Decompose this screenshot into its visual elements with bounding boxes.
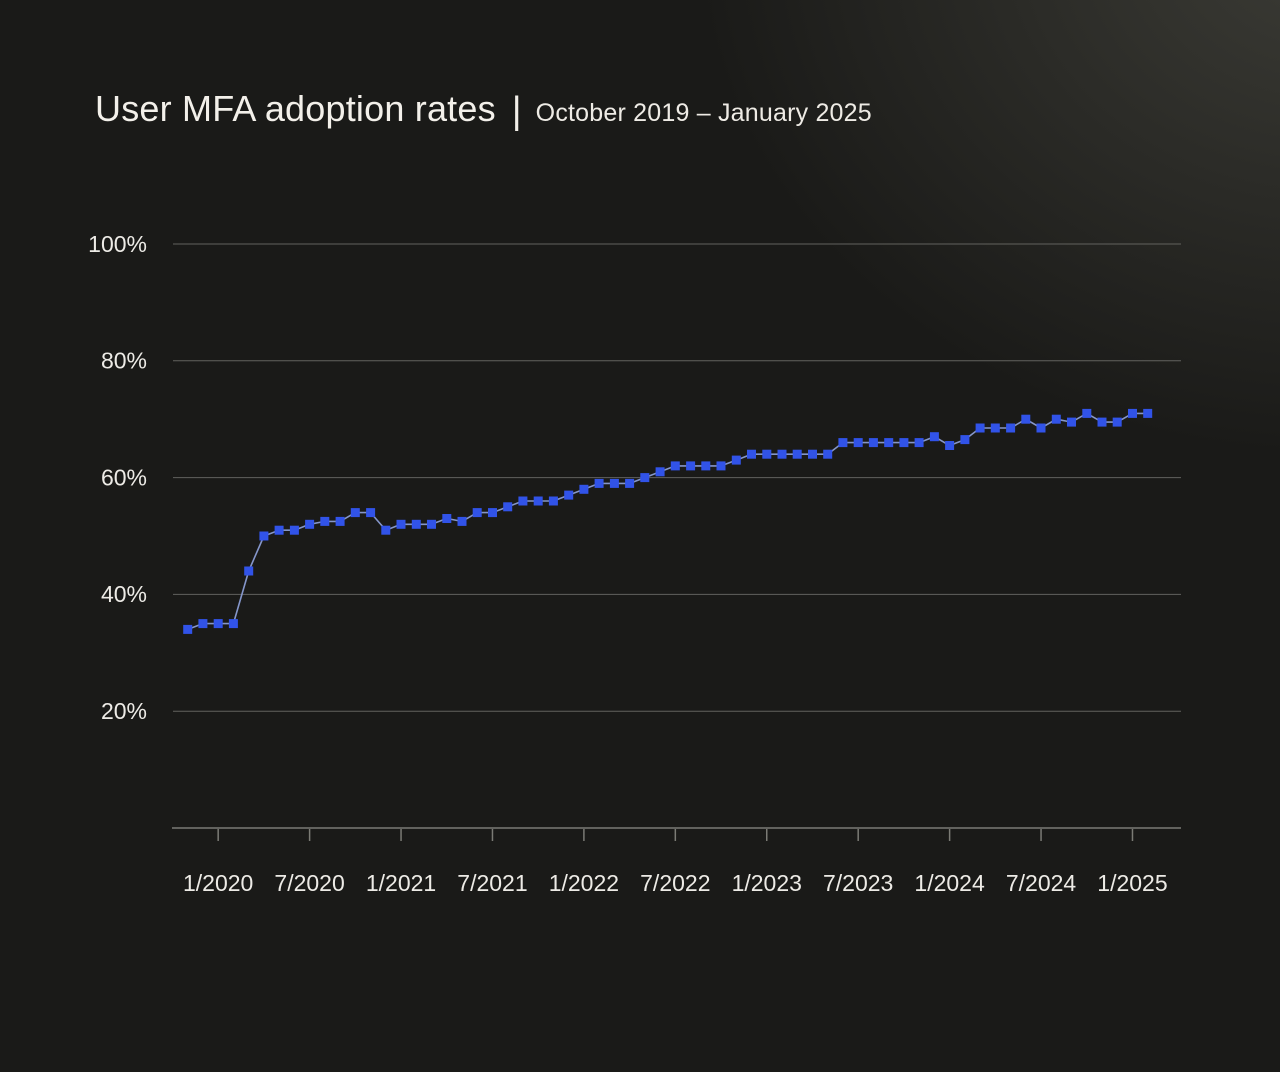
y-axis-label-20: 20% — [101, 698, 147, 724]
data-point-10-2022 — [731, 455, 741, 465]
data-point-12-2021 — [579, 484, 589, 494]
x-axis-label-1-2022: 1/2022 — [549, 870, 619, 896]
x-axis-label-7-2020: 7/2020 — [274, 870, 344, 896]
x-axis-label-1-2024: 1/2024 — [914, 870, 985, 896]
data-point-7-2020 — [320, 516, 330, 526]
x-axis-label-1-2021: 1/2021 — [366, 870, 436, 896]
data-point-11-2022 — [747, 449, 756, 459]
data-point-10-2023 — [914, 438, 924, 448]
data-point-11-2020 — [381, 525, 391, 535]
x-axis-label-1-2025: 1/2025 — [1097, 870, 1167, 896]
data-point-12-2024 — [1128, 408, 1137, 418]
data-point-12-2023 — [945, 441, 955, 450]
x-axis-label-7-2022: 7/2022 — [640, 870, 710, 896]
y-axis-label-40: 40% — [101, 581, 147, 607]
data-point-1-2024 — [960, 435, 970, 445]
data-point-10-2020 — [366, 508, 376, 518]
data-point-11-2019 — [198, 619, 208, 629]
data-point-11-2024 — [1112, 417, 1122, 427]
data-point-6-2021 — [488, 508, 497, 518]
data-point-2-2020 — [244, 566, 254, 576]
adoption-rate-line — [187, 412, 1148, 631]
date-range-subtitle: October 2019 – January 2025 — [535, 99, 872, 127]
data-point-2-2021 — [427, 519, 436, 529]
data-point-8-2022 — [701, 461, 711, 471]
data-point-11-2021 — [564, 490, 574, 500]
gridlines-group — [173, 243, 1181, 712]
data-point-4-2023 — [823, 449, 833, 459]
data-point-7-2022 — [686, 461, 696, 471]
data-point-4-2021 — [457, 516, 467, 526]
title-separator: | — [511, 90, 522, 132]
data-point-8-2024 — [1067, 417, 1076, 427]
data-point-5-2023 — [838, 438, 848, 448]
data-point-11-2023 — [929, 432, 939, 442]
data-point-3-2024 — [990, 423, 1000, 433]
data-point-4-2020 — [274, 525, 284, 535]
data-point-9-2021 — [533, 496, 543, 506]
page-title: User MFA adoption rates — [95, 88, 496, 129]
data-point-12-2019 — [213, 619, 223, 629]
chart-header: User MFA adoption rates | October 2019 –… — [95, 88, 872, 132]
y-axis-label-100: 100% — [88, 231, 147, 257]
data-point-3-2022 — [625, 478, 635, 488]
y-axis-labels-group: 100% 80% 60% 40% 20% — [88, 231, 147, 724]
y-axis-label-60: 60% — [101, 464, 147, 490]
data-point-1-2020 — [228, 619, 238, 629]
data-point-7-2021 — [503, 502, 513, 512]
data-point-3-2023 — [808, 449, 817, 459]
data-point-5-2024 — [1021, 414, 1031, 424]
data-point-9-2023 — [899, 438, 909, 448]
data-point-2-2024 — [975, 423, 985, 433]
data-point-6-2024 — [1036, 423, 1046, 433]
data-point-3-2021 — [442, 514, 452, 523]
data-point-10-2024 — [1097, 417, 1107, 427]
data-point-6-2023 — [853, 438, 863, 448]
data-point-10-2021 — [548, 496, 558, 506]
x-axis-label-7-2024: 7/2024 — [1006, 870, 1077, 896]
data-point-12-2020 — [396, 519, 406, 529]
data-point-5-2021 — [472, 508, 482, 518]
data-point-8-2021 — [518, 496, 528, 506]
data-point-5-2022 — [655, 467, 665, 477]
data-point-7-2023 — [868, 438, 878, 448]
x-axis-label-7-2021: 7/2021 — [457, 870, 527, 896]
data-point-3-2020 — [259, 531, 269, 541]
data-point-4-2024 — [1006, 423, 1016, 433]
data-point-1-2023 — [777, 449, 787, 459]
data-point-10-2019 — [183, 624, 193, 634]
y-axis-label-80: 80% — [101, 348, 147, 374]
x-axis-label-1-2023: 1/2023 — [732, 870, 802, 896]
data-series-group — [183, 408, 1153, 634]
data-point-1-2025 — [1143, 408, 1153, 418]
data-point-12-2022 — [762, 449, 772, 459]
x-axis-group: 1/2020 7/2020 1/2021 7/2021 1/2022 7/2022 1/20… — [172, 827, 1181, 896]
x-axis-label-7-2023: 7/2023 — [823, 870, 893, 896]
data-point-8-2023 — [884, 438, 894, 448]
data-point-5-2020 — [289, 525, 299, 535]
data-point-9-2022 — [716, 461, 726, 471]
data-point-2-2023 — [792, 449, 802, 459]
data-point-6-2020 — [305, 519, 315, 529]
data-point-7-2024 — [1051, 414, 1061, 424]
data-point-1-2021 — [411, 519, 421, 529]
data-point-9-2020 — [350, 508, 360, 518]
data-point-4-2022 — [640, 473, 650, 483]
data-point-1-2022 — [594, 478, 604, 488]
data-point-8-2020 — [335, 516, 345, 526]
data-point-9-2024 — [1082, 408, 1092, 418]
x-axis-label-1-2020: 1/2020 — [183, 870, 253, 896]
data-point-2-2022 — [609, 478, 619, 488]
data-point-6-2022 — [670, 461, 680, 471]
